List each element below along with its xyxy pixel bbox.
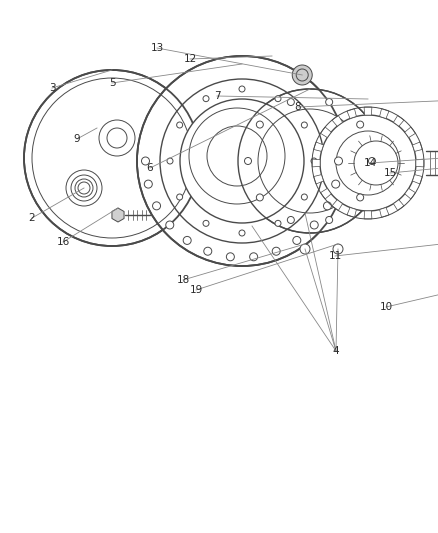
Circle shape [207, 126, 267, 186]
Circle shape [180, 99, 304, 223]
Circle shape [293, 237, 301, 245]
Polygon shape [413, 175, 422, 184]
Circle shape [239, 230, 245, 236]
Polygon shape [312, 159, 320, 167]
Text: 7: 7 [214, 91, 220, 101]
Polygon shape [314, 175, 324, 184]
Circle shape [323, 202, 332, 210]
Polygon shape [321, 127, 331, 138]
Text: 10: 10 [379, 302, 392, 312]
Circle shape [250, 253, 258, 261]
Text: 2: 2 [28, 213, 35, 223]
Circle shape [368, 157, 375, 165]
Text: 11: 11 [328, 251, 342, 261]
Text: 4: 4 [333, 346, 339, 356]
Text: 5: 5 [109, 78, 115, 88]
Circle shape [301, 194, 307, 200]
Text: 9: 9 [74, 134, 80, 144]
Circle shape [177, 194, 183, 200]
Circle shape [311, 158, 317, 164]
Circle shape [256, 121, 263, 128]
Circle shape [244, 157, 251, 165]
Polygon shape [332, 116, 343, 126]
Circle shape [287, 99, 294, 106]
Circle shape [137, 56, 347, 266]
Polygon shape [347, 207, 357, 217]
Circle shape [310, 221, 318, 229]
Polygon shape [413, 142, 422, 151]
Circle shape [177, 122, 183, 128]
Circle shape [357, 194, 364, 201]
Circle shape [272, 247, 280, 255]
Circle shape [203, 95, 209, 102]
Circle shape [24, 70, 200, 246]
Polygon shape [364, 107, 372, 115]
Text: 6: 6 [147, 163, 153, 173]
Circle shape [183, 237, 191, 245]
Polygon shape [380, 109, 389, 118]
Polygon shape [405, 127, 416, 138]
Circle shape [141, 157, 149, 165]
Circle shape [152, 202, 161, 210]
Circle shape [332, 180, 340, 188]
Circle shape [333, 244, 343, 254]
Polygon shape [393, 200, 404, 211]
Polygon shape [405, 189, 416, 199]
Circle shape [292, 65, 312, 85]
Polygon shape [347, 109, 357, 118]
Polygon shape [332, 200, 343, 211]
Text: 18: 18 [177, 275, 190, 285]
Polygon shape [321, 189, 331, 199]
Polygon shape [314, 142, 324, 151]
Polygon shape [416, 159, 424, 167]
Polygon shape [364, 211, 372, 219]
Circle shape [301, 122, 307, 128]
Text: 3: 3 [49, 83, 55, 93]
Circle shape [239, 86, 245, 92]
Text: 14: 14 [364, 158, 377, 168]
Text: 19: 19 [189, 285, 203, 295]
Circle shape [320, 115, 416, 211]
Circle shape [256, 194, 263, 201]
Circle shape [166, 221, 174, 229]
Polygon shape [380, 207, 389, 217]
Text: 8: 8 [295, 102, 301, 112]
Circle shape [357, 121, 364, 128]
Circle shape [326, 216, 332, 223]
Circle shape [287, 216, 294, 223]
Circle shape [226, 253, 234, 261]
Circle shape [204, 247, 212, 255]
Circle shape [238, 89, 382, 233]
Text: 12: 12 [184, 54, 197, 64]
Circle shape [167, 158, 173, 164]
Circle shape [275, 220, 281, 227]
Text: 15: 15 [383, 168, 397, 178]
Text: 16: 16 [57, 237, 70, 247]
Circle shape [144, 180, 152, 188]
Circle shape [335, 157, 343, 165]
Polygon shape [112, 208, 124, 222]
Polygon shape [393, 116, 404, 126]
Circle shape [275, 95, 281, 102]
Text: 13: 13 [150, 43, 164, 53]
Circle shape [326, 99, 332, 106]
Circle shape [203, 220, 209, 227]
Circle shape [300, 244, 310, 254]
